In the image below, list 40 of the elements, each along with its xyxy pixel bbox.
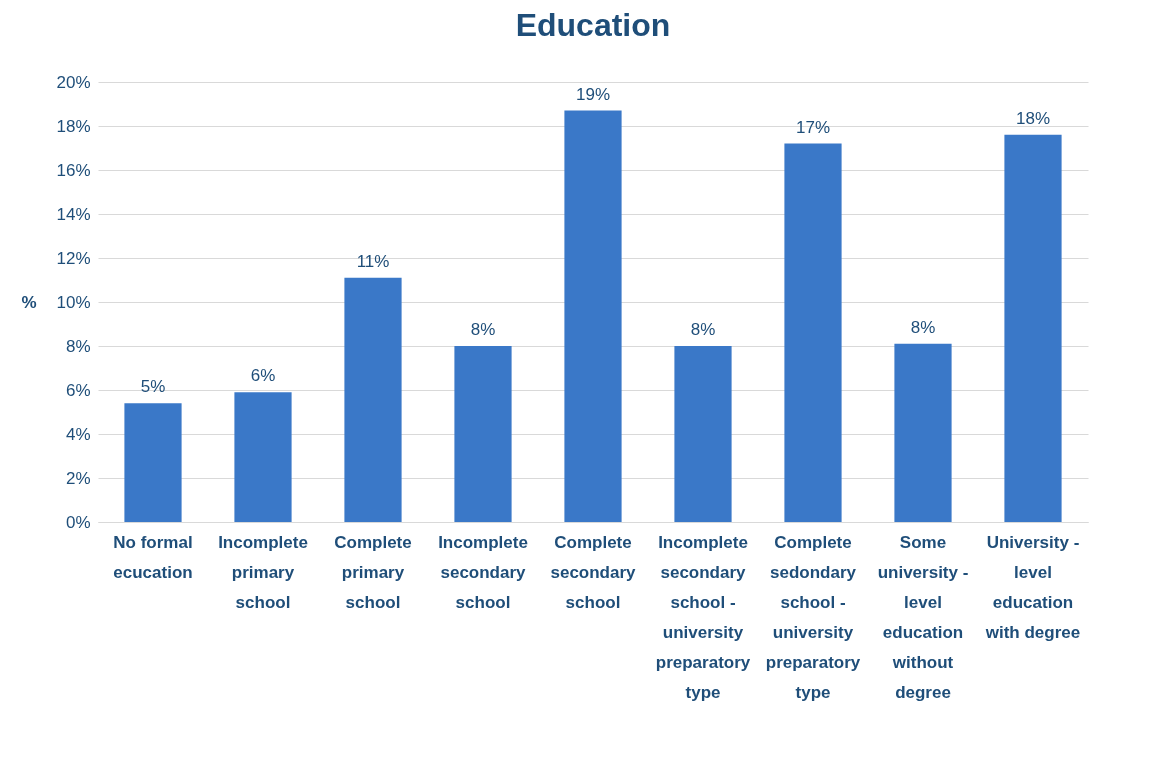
y-tick-label: 8% [65,336,91,356]
y-axis-title: % [21,292,37,312]
bar [564,110,622,522]
y-tick-label: 4% [65,424,91,444]
data-label: 19% [575,84,611,104]
x-tick-label: Incomplete secondary school - university preparatory type [655,532,751,702]
data-label: 17% [795,117,831,137]
data-label: 11% [356,251,390,271]
bar [674,346,732,522]
x-tick-label: Incomplete primary school [218,532,308,612]
x-tick-label: Complete primary school [334,532,412,612]
data-label: 6% [250,366,276,386]
data-label: 8% [690,320,716,339]
data-label: 8% [910,317,936,337]
x-tick-label: Complete secondary school [550,532,637,612]
y-tick-label: 12% [56,248,91,268]
bar [1004,134,1062,522]
y-tick-label: 18% [56,116,91,136]
y-tick-label: 14% [56,204,91,224]
y-tick-label: 0% [65,512,91,532]
bar [124,403,182,522]
y-tick-label: 10% [56,292,91,312]
x-tick-label: Incomplete secondary school [438,532,528,612]
x-tick-label: Some university - level education without degree [877,532,969,702]
bar [894,343,952,522]
y-tick-label: 6% [65,380,91,400]
data-label: 18% [1015,108,1051,128]
y-tick-label: 20% [56,72,91,92]
y-tick-label: 2% [65,468,91,488]
bar [234,392,292,522]
y-tick-label: 16% [56,160,91,180]
bar [344,277,402,522]
bar [454,346,512,522]
chart-title: Education [515,7,671,43]
bar [784,143,842,522]
x-tick-label: Complete sedondary school - university preparatory type [765,532,861,702]
x-tick-label: No formal ecucation [113,532,193,582]
x-tick-label: University - level education with degree [984,532,1081,642]
data-label: 8% [470,320,496,339]
data-label: 5% [140,377,166,397]
